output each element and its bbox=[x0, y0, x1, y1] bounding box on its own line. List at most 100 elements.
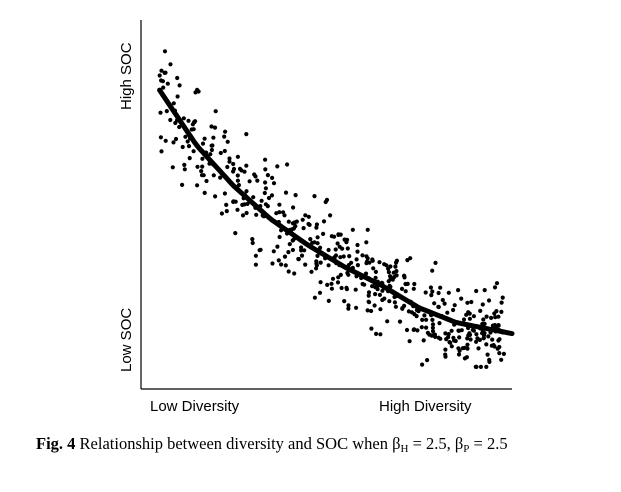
scatter-point bbox=[180, 144, 185, 150]
scatter-point bbox=[474, 339, 479, 344]
scatter-point bbox=[177, 124, 182, 130]
scatter-point bbox=[281, 210, 286, 215]
caption-sub-p: P bbox=[463, 443, 470, 455]
scatter-point bbox=[335, 280, 341, 285]
scatter-point bbox=[377, 260, 382, 265]
scatter-point bbox=[192, 120, 197, 125]
scatter-point bbox=[451, 307, 456, 313]
scatter-point bbox=[181, 116, 186, 121]
scatter-point bbox=[430, 322, 436, 327]
scatter-point bbox=[196, 89, 201, 94]
scatter-point bbox=[484, 314, 489, 319]
scatter-point bbox=[244, 163, 249, 168]
scatter-point bbox=[353, 287, 358, 292]
scatter-point bbox=[500, 295, 505, 300]
scatter-point bbox=[302, 248, 307, 253]
scatter-point bbox=[173, 136, 179, 142]
scatter-point bbox=[338, 255, 343, 260]
scatter-point bbox=[323, 199, 328, 205]
scatter-point bbox=[227, 156, 232, 161]
scatter-point bbox=[182, 162, 187, 167]
scatter-point bbox=[333, 247, 338, 252]
caption-eq-p: = 2.5 bbox=[469, 434, 508, 453]
scatter-point bbox=[200, 164, 205, 169]
scatter-point bbox=[265, 173, 270, 178]
scatter-point bbox=[392, 300, 397, 305]
scatter-point bbox=[325, 282, 330, 287]
scatter-point bbox=[326, 247, 331, 253]
scatter-point bbox=[465, 300, 470, 305]
scatter-point bbox=[223, 129, 228, 134]
scatter-point bbox=[303, 213, 308, 218]
scatter-point bbox=[211, 173, 216, 178]
scatter-point bbox=[345, 246, 350, 251]
scatter-point bbox=[420, 317, 425, 322]
scatter-point bbox=[487, 359, 492, 364]
scatter-point bbox=[443, 331, 448, 336]
scatter-point bbox=[456, 346, 461, 351]
scatter-point bbox=[200, 141, 206, 146]
scatter-point bbox=[366, 299, 371, 304]
scatter-point bbox=[445, 310, 450, 315]
scatter-point bbox=[365, 308, 370, 313]
scatter-point bbox=[374, 331, 379, 336]
scatter-point bbox=[412, 327, 417, 332]
scatter-point bbox=[250, 240, 255, 246]
trend-line bbox=[157, 87, 515, 337]
scatter-point bbox=[394, 260, 399, 265]
scatter-point bbox=[247, 179, 252, 184]
scatter-point bbox=[387, 299, 392, 304]
scatter-point bbox=[293, 193, 298, 198]
scatter-point bbox=[354, 257, 359, 262]
scatter-point bbox=[171, 101, 176, 106]
scatter-point bbox=[286, 269, 291, 274]
scatter-point bbox=[346, 303, 351, 308]
scatter-point bbox=[321, 219, 327, 224]
scatter-point bbox=[255, 178, 260, 183]
scatter-point bbox=[329, 281, 334, 286]
scatter-point bbox=[282, 254, 288, 259]
scatter-point bbox=[202, 136, 207, 141]
scatter-point bbox=[366, 293, 371, 298]
scatter-point bbox=[168, 117, 173, 123]
scatter-point bbox=[366, 290, 372, 295]
scatter-point bbox=[380, 288, 385, 293]
scatter-point bbox=[499, 300, 504, 305]
scatter-point bbox=[245, 201, 250, 206]
scatter-point bbox=[307, 222, 312, 227]
scatter-point bbox=[239, 168, 244, 173]
scatter-point bbox=[476, 346, 481, 351]
scatter-point bbox=[378, 332, 383, 337]
scatter-point bbox=[159, 68, 164, 73]
scatter-point bbox=[235, 178, 240, 183]
scatter-point bbox=[258, 247, 263, 252]
scatter-point bbox=[430, 325, 435, 330]
scatter-point bbox=[355, 263, 360, 268]
scatter-point bbox=[355, 242, 360, 248]
scatter-point bbox=[218, 150, 223, 156]
scatter-point bbox=[482, 288, 487, 293]
scatter-point bbox=[429, 333, 434, 338]
scatter-point bbox=[159, 78, 164, 83]
scatter-point bbox=[244, 132, 249, 137]
scatter-point bbox=[459, 328, 464, 333]
scatter-point bbox=[399, 286, 405, 291]
scatter-point bbox=[405, 281, 410, 286]
scatter-point bbox=[314, 266, 319, 271]
scatter-point bbox=[478, 364, 483, 369]
scatter-point bbox=[321, 231, 326, 236]
scatter-point bbox=[250, 237, 255, 242]
scatter-point bbox=[489, 315, 494, 320]
scatter-point bbox=[224, 209, 229, 214]
scatter-point bbox=[235, 173, 240, 178]
scatter-point bbox=[461, 317, 467, 322]
y-label-high: High SOC bbox=[118, 42, 135, 110]
scatter-point bbox=[440, 297, 445, 303]
scatter-point bbox=[263, 167, 268, 172]
scatter-point bbox=[340, 246, 345, 251]
y-label-low: Low SOC bbox=[118, 308, 135, 372]
scatter-point bbox=[211, 135, 216, 140]
scatter-point bbox=[329, 286, 334, 291]
scatter-point bbox=[347, 254, 352, 259]
scatter-point bbox=[459, 296, 464, 301]
